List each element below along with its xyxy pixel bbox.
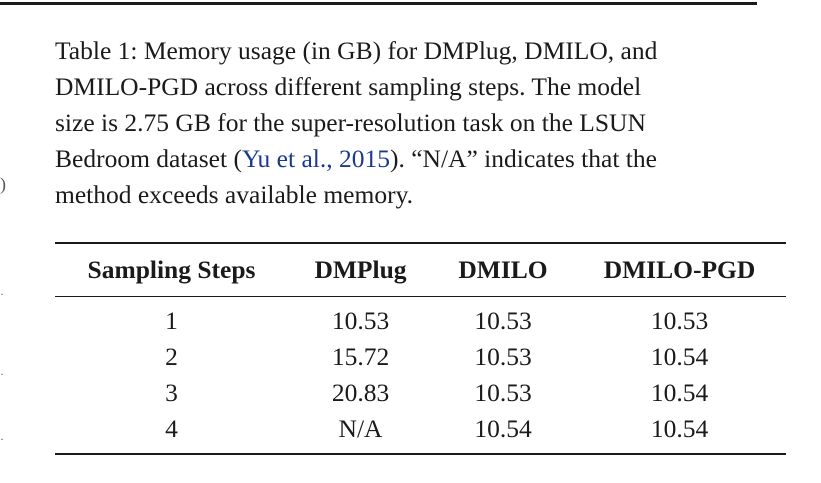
header-row: Sampling Steps DMPlug DMILO DMILO-PGD bbox=[55, 243, 786, 297]
header-dmilo-pgd: DMILO-PGD bbox=[603, 255, 756, 284]
cell-dmplug: 20.83 bbox=[331, 378, 390, 407]
header-dmilo: DMILO bbox=[458, 255, 548, 284]
memory-usage-table: Sampling Steps DMPlug DMILO DMILO-PGD 1 … bbox=[55, 242, 786, 455]
cell-steps: 3 bbox=[165, 378, 178, 407]
table-row: 3 20.83 10.53 10.54 bbox=[55, 375, 786, 411]
cell-steps: 4 bbox=[165, 414, 178, 443]
caption-line: DMILO-PGD across different sampling step… bbox=[55, 72, 642, 101]
table-row: 4 N/A 10.54 10.54 bbox=[55, 411, 786, 454]
top-rule bbox=[0, 2, 757, 5]
table-caption: Table 1: Memory usage (in GB) for DMPlug… bbox=[55, 33, 767, 213]
margin-fragment: · bbox=[0, 432, 4, 446]
cell-steps: 2 bbox=[165, 342, 178, 371]
cell-dmilo-pgd: 10.54 bbox=[650, 342, 709, 371]
caption-line: Table 1: Memory usage (in GB) for DMPlug… bbox=[55, 36, 658, 65]
margin-fragment: · bbox=[0, 367, 4, 381]
table-row: 2 15.72 10.53 10.54 bbox=[55, 339, 786, 375]
citation-link[interactable]: Yu et al., 2015 bbox=[241, 144, 390, 173]
cell-steps: 1 bbox=[165, 306, 178, 335]
cell-dmplug: 10.53 bbox=[331, 306, 390, 335]
cell-dmilo: 10.53 bbox=[474, 342, 532, 371]
cell-dmilo: 10.54 bbox=[474, 414, 532, 443]
cell-dmilo-pgd: 10.54 bbox=[650, 378, 709, 407]
table-row: 1 10.53 10.53 10.53 bbox=[55, 297, 786, 340]
cell-dmilo-pgd: 10.54 bbox=[650, 414, 709, 443]
caption-line: method exceeds available memory. bbox=[55, 180, 414, 209]
caption-line: Bedroom dataset ( bbox=[55, 144, 242, 173]
cell-dmplug: N/A bbox=[338, 414, 383, 443]
cell-dmilo: 10.53 bbox=[474, 306, 532, 335]
left-margin-fragments: ) · · · bbox=[0, 0, 14, 483]
cell-dmplug: 15.72 bbox=[331, 342, 390, 371]
cell-dmilo-pgd: 10.53 bbox=[650, 306, 709, 335]
cell-dmilo: 10.53 bbox=[474, 378, 532, 407]
margin-fragment: · bbox=[0, 287, 4, 301]
caption-line: ). “N/A” indicates that the bbox=[389, 144, 657, 173]
header-dmplug: DMPlug bbox=[314, 255, 407, 284]
margin-fragment: ) bbox=[0, 174, 6, 194]
header-sampling-steps: Sampling Steps bbox=[87, 255, 256, 284]
data-table: Sampling Steps DMPlug DMILO DMILO-PGD 1 … bbox=[55, 242, 786, 455]
caption-line: size is 2.75 GB for the super-resolution… bbox=[55, 108, 646, 137]
